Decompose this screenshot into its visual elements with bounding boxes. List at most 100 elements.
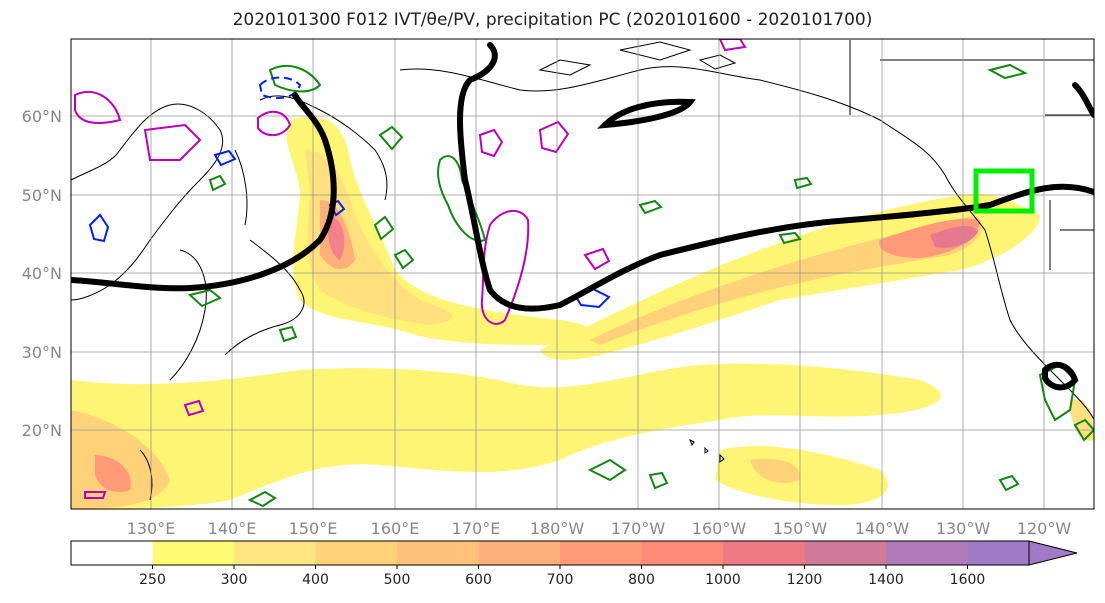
ivt-contour-alaska bbox=[597, 98, 696, 129]
ivt-contour-ne bbox=[1072, 82, 1094, 118]
pv-contour-dashed bbox=[258, 76, 302, 99]
pv-contour bbox=[583, 247, 611, 271]
lat-label: 30°N bbox=[22, 343, 62, 362]
colorbar-tick-label: 250 bbox=[139, 572, 166, 588]
theta-e-contour bbox=[987, 63, 1028, 80]
colorbar-segment bbox=[641, 541, 724, 565]
lon-label: 120°W bbox=[1017, 519, 1072, 538]
theta-e-contour bbox=[638, 199, 663, 215]
colorbar-segment bbox=[315, 541, 398, 565]
lon-label: 150°W bbox=[773, 519, 828, 538]
pv-contour bbox=[74, 90, 122, 124]
colorbar-outline bbox=[70, 540, 1030, 566]
theta-e-contour bbox=[793, 176, 813, 190]
lon-label: 170°W bbox=[611, 519, 666, 538]
pv-contour bbox=[88, 213, 110, 243]
lon-label: 140°E bbox=[208, 519, 257, 538]
colorbar-segment bbox=[967, 541, 1029, 565]
coast-hawaii bbox=[689, 438, 725, 463]
political-borders bbox=[849, 40, 1094, 270]
lat-axis: 60°N 50°N 40°N 30°N 20°N bbox=[22, 107, 62, 440]
lon-label: 130°W bbox=[936, 519, 991, 538]
pv-contour bbox=[84, 491, 107, 499]
colorbar-segment bbox=[152, 541, 235, 565]
pv-contour bbox=[718, 39, 747, 52]
map-frame bbox=[70, 38, 1095, 510]
precipitation-shading bbox=[71, 116, 1094, 509]
theta-e-contour bbox=[268, 65, 322, 93]
map-content bbox=[71, 39, 1094, 509]
gridlines bbox=[71, 39, 1094, 509]
colorbar-tick-label: 300 bbox=[221, 572, 248, 588]
colorbar-segment bbox=[234, 541, 316, 565]
lat-label: 60°N bbox=[22, 107, 62, 126]
theta-e-contour bbox=[378, 125, 404, 151]
ivt-contour-west bbox=[71, 92, 337, 292]
colorbar-segment bbox=[560, 541, 642, 565]
pv-contour bbox=[478, 128, 504, 158]
colorbar-segment bbox=[804, 541, 887, 565]
precip-area-tropical-band bbox=[71, 363, 941, 509]
colorbar: 250 300 400 500 600 700 800 1000 1200 1400 1600 bbox=[70, 540, 1078, 588]
theta-e-contour bbox=[187, 288, 222, 308]
lon-label: 160°W bbox=[692, 519, 747, 538]
colorbar-tick-label: 500 bbox=[384, 572, 411, 588]
map-title: 2020101300 F012 IVT/θe/PV, precipitation… bbox=[232, 10, 873, 30]
colorbar-segment bbox=[71, 541, 153, 565]
colorbar-tick-label: 600 bbox=[465, 572, 492, 588]
colorbar-tick-label: 800 bbox=[628, 572, 655, 588]
lon-axis: 130°E 140°E 150°E 160°E 170°E 180°W 170°… bbox=[127, 519, 1072, 538]
ivt-contours bbox=[71, 42, 1094, 391]
precip-area-sw-inner bbox=[71, 410, 170, 509]
colorbar-tick-label: 400 bbox=[302, 572, 329, 588]
pv-contour bbox=[143, 123, 202, 161]
lon-label: 130°E bbox=[127, 519, 176, 538]
coast-north-america-west bbox=[944, 174, 1094, 421]
pv-magenta-contours bbox=[74, 39, 747, 499]
ivt-contour-main bbox=[457, 42, 1094, 312]
lon-label: 170°E bbox=[452, 519, 501, 538]
theta-e-contours bbox=[187, 63, 1094, 508]
colorbar-tick-label: 700 bbox=[547, 572, 574, 588]
colorbar-tick-label: 1600 bbox=[950, 572, 986, 588]
coast-korea-china bbox=[169, 249, 207, 381]
precip-area-ar-max bbox=[930, 225, 978, 248]
precip-area-sw-core bbox=[95, 455, 131, 492]
lon-label: 140°W bbox=[855, 519, 910, 538]
theta-e-contour bbox=[278, 325, 298, 343]
precip-area-hawaii-south-inner bbox=[750, 458, 801, 484]
lon-label: 150°E bbox=[289, 519, 338, 538]
theta-e-contour bbox=[393, 248, 415, 270]
lat-label: 40°N bbox=[22, 264, 62, 283]
highlight-box bbox=[973, 168, 1035, 214]
colorbar-tick-label: 1400 bbox=[868, 572, 904, 588]
lat-label: 20°N bbox=[22, 421, 62, 440]
theta-e-contour bbox=[1073, 418, 1094, 442]
precip-area-nw-plume-inner bbox=[305, 150, 453, 325]
theta-e-contour bbox=[778, 231, 802, 245]
pv-contour bbox=[257, 110, 292, 137]
coast-sakhalin bbox=[234, 149, 248, 226]
colorbar-tick-label: 1200 bbox=[787, 572, 823, 588]
lat-label: 50°N bbox=[22, 186, 62, 205]
theta-e-contour bbox=[998, 474, 1020, 492]
colorbar-segment bbox=[397, 541, 479, 565]
colorbar-segment bbox=[886, 541, 968, 565]
pv-contour bbox=[480, 210, 530, 325]
precip-area-nw-max bbox=[328, 215, 345, 260]
colorbar-segment bbox=[723, 541, 805, 565]
colorbar-segment bbox=[478, 541, 561, 565]
colorbar-extension bbox=[1028, 540, 1078, 566]
theta-e-contour bbox=[208, 174, 227, 192]
coast-alaska bbox=[399, 66, 946, 176]
lon-label: 160°E bbox=[371, 519, 420, 538]
coast-japan bbox=[224, 239, 305, 356]
pv-contour bbox=[538, 120, 570, 154]
pv-contour bbox=[213, 149, 237, 167]
pv-contour bbox=[183, 399, 205, 417]
theta-e-contour bbox=[648, 471, 669, 490]
lon-label: 180°W bbox=[530, 519, 585, 538]
theta-e-contour bbox=[587, 458, 627, 482]
